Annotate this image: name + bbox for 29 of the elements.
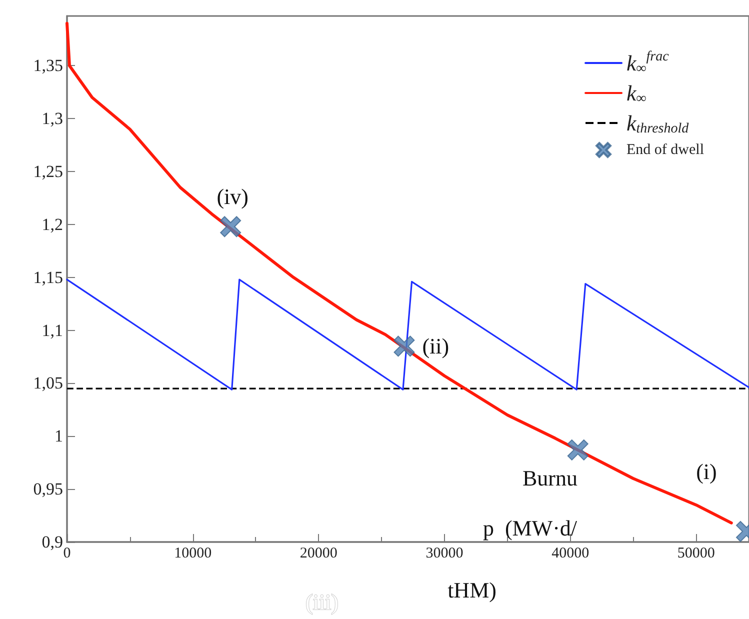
x-tick-label: 50000 — [677, 546, 715, 562]
annotation: (ii) — [422, 334, 450, 359]
y-tick-label: 1,1 — [42, 320, 63, 340]
y-tick-label: 1 — [54, 426, 63, 446]
point — [567, 439, 588, 460]
x-tick-label: 10000 — [174, 546, 212, 562]
y-tick-label: 0,95 — [33, 480, 63, 499]
point — [220, 216, 242, 238]
x-tick-label: 30000 — [426, 546, 464, 562]
x-tick-label: 0 — [63, 546, 71, 562]
x-tick-label: 40000 — [552, 546, 590, 562]
y-tick-label: 1,3 — [42, 109, 63, 128]
y-tick-label: 1,25 — [33, 162, 63, 182]
annotation: Burnu — [522, 466, 578, 490]
y-tick-label: 1,15 — [33, 268, 63, 287]
legend-label: k∞ — [626, 80, 646, 106]
y-tick-label: 1,2 — [42, 214, 63, 234]
text: tHM) — [448, 578, 496, 602]
annotation: (iv) — [216, 184, 248, 210]
line-series — [66, 278, 749, 390]
x-tick-label: 20000 — [300, 546, 338, 562]
legend-label: End of dwell — [626, 142, 704, 158]
y-tick-label: 1,05 — [33, 374, 63, 393]
y-tick-label: 0,9 — [42, 532, 63, 552]
annotation: p (MW·d/ — [482, 516, 578, 540]
y-tick-label: 1,35 — [33, 56, 63, 76]
point — [394, 336, 415, 357]
legend-label: k∞frac — [626, 50, 670, 76]
annotation: (i) — [696, 458, 717, 484]
